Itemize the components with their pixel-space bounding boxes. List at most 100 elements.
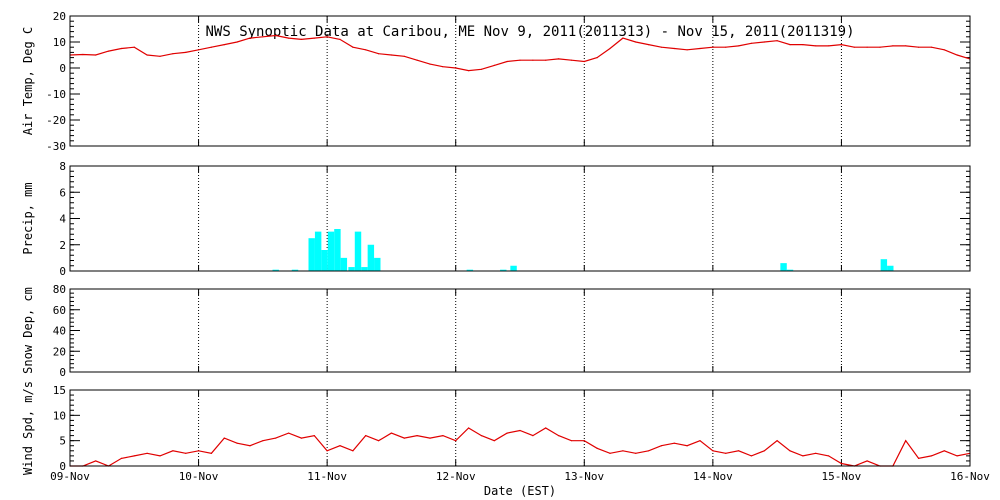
data-point [249, 445, 251, 447]
y-tick-label: -10 [46, 88, 66, 101]
panel-frame [69, 389, 971, 467]
data-point [339, 38, 341, 41]
data-point [133, 455, 135, 457]
x-tick-label: 11-Nov [307, 470, 347, 483]
data-point [236, 442, 238, 444]
data-point [493, 440, 495, 442]
data-point [172, 450, 174, 452]
data-point [917, 457, 920, 459]
y-tick-label: 80 [53, 283, 66, 296]
data-point [210, 46, 213, 48]
data-point [326, 36, 328, 38]
data-point [763, 41, 765, 43]
data-point [583, 440, 585, 442]
data-point [467, 427, 470, 429]
data-point [815, 45, 817, 47]
x-axis: 09-Nov 10-Nov 11-Nov 12-Nov 13-Nov 14-Nov 15-N… [50, 470, 990, 483]
data-point [403, 437, 405, 439]
data-point [442, 66, 444, 68]
data-point [776, 440, 778, 442]
data-point [635, 41, 637, 43]
precip-bar [334, 229, 341, 271]
data-point [95, 460, 97, 462]
data-point [660, 46, 663, 48]
data-point [622, 37, 624, 39]
precip-bar [291, 269, 299, 271]
data-point [95, 54, 97, 56]
y-tick-label: 15 [53, 384, 66, 397]
x-axis-label: Date (EST) [484, 484, 556, 498]
data-point [545, 59, 547, 61]
data-point [596, 57, 598, 59]
data-point [879, 46, 881, 48]
chart-title: NWS Synoptic Data at Caribou, ME Nov 9, … [205, 24, 854, 40]
data-point [943, 450, 945, 452]
data-point [172, 53, 174, 55]
precip-bar [321, 250, 328, 271]
data-point [287, 432, 290, 434]
data-point [210, 452, 213, 454]
data-point [365, 49, 367, 51]
data-point [802, 44, 804, 46]
data-point [455, 440, 457, 442]
data-point [403, 55, 405, 57]
data-point [840, 44, 843, 46]
precip-bar [374, 257, 381, 271]
data-point [737, 45, 740, 47]
series-line [70, 427, 971, 467]
precip-bar [348, 267, 355, 271]
x-tick-label: 09-Nov [50, 470, 90, 483]
precip-bar [354, 231, 362, 271]
data-point [647, 450, 650, 452]
data-point [352, 450, 354, 452]
data-point [236, 41, 238, 43]
data-point [789, 44, 791, 46]
data-point [930, 46, 933, 48]
data-point [763, 450, 765, 452]
data-point [609, 47, 611, 50]
x-tick-label: 16-Nov [950, 470, 990, 483]
panel-frame [69, 288, 971, 373]
data-point [827, 455, 830, 457]
data-point [467, 70, 470, 72]
precip-bar [272, 269, 279, 271]
y-tick-label: 10 [53, 409, 66, 422]
data-point [133, 46, 135, 48]
data-point [647, 44, 650, 46]
data-point [840, 462, 843, 465]
precip-bar [308, 238, 315, 271]
data-point [725, 46, 727, 48]
data-point [750, 455, 753, 457]
data-point [737, 450, 740, 452]
data-point [635, 452, 637, 454]
data-point [429, 63, 431, 65]
y-tick-label: 0 [59, 62, 66, 75]
data-point [300, 38, 303, 41]
panel-frame [69, 15, 971, 147]
y-tick-label: 4 [59, 213, 66, 226]
data-point [275, 437, 277, 439]
data-point [622, 450, 624, 452]
data-point [789, 450, 791, 452]
precip-bar [340, 257, 348, 271]
data-point [275, 34, 277, 37]
panel-frame [69, 165, 971, 272]
data-point [429, 437, 431, 439]
data-point [532, 435, 534, 437]
y-tick-label: 40 [53, 325, 66, 338]
data-point [480, 435, 483, 437]
panel-3: 0 20 40 60 80 Snow Dep, cm [21, 283, 971, 379]
y-tick-label: 8 [59, 160, 66, 173]
precip-bar [887, 265, 894, 271]
data-point [506, 432, 508, 434]
panel-4: 0 5 10 15 Wind Spd, m/s [21, 381, 971, 475]
precip-bar [786, 269, 794, 271]
y-tick-label: 0 [59, 265, 66, 278]
data-point [815, 452, 817, 454]
data-point [712, 46, 714, 48]
data-point [185, 51, 187, 54]
data-point [905, 45, 907, 47]
data-point [905, 440, 907, 442]
data-point [442, 435, 444, 437]
